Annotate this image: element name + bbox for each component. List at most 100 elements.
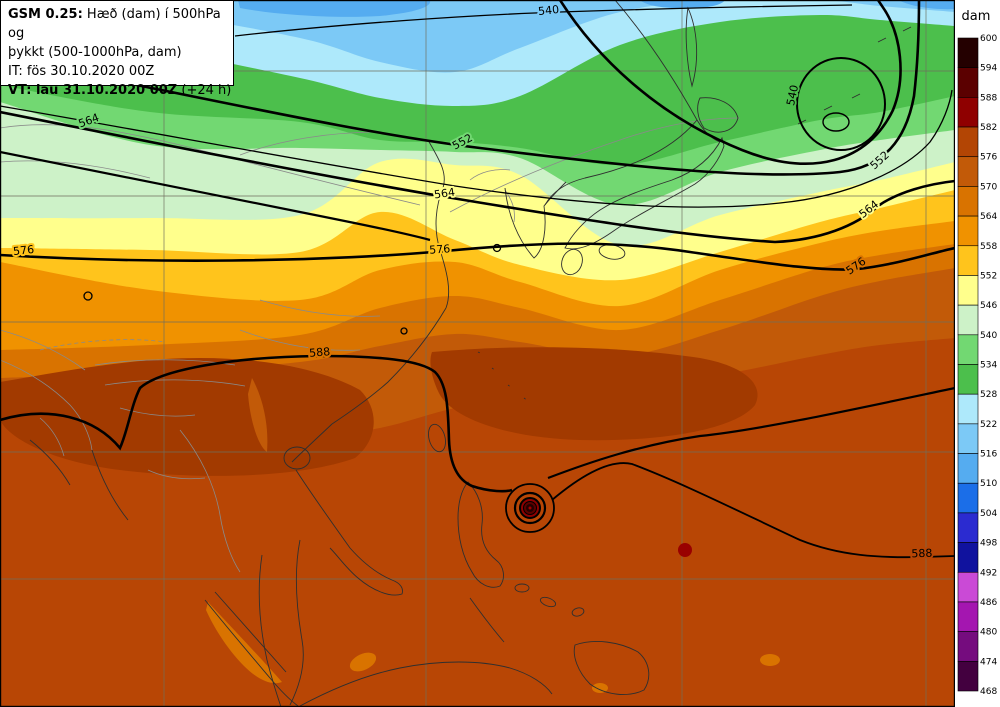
colorbar-tick-468: 468	[980, 687, 997, 697]
typhoon-ring-0	[505, 483, 555, 533]
colorbar-tick-540: 540	[980, 331, 997, 341]
coastlines	[29, 0, 912, 707]
contour-570	[0, 150, 431, 242]
coast-taiwan	[428, 423, 446, 453]
colorbar-band-522	[957, 423, 979, 454]
coast-borneo	[299, 661, 553, 707]
coast-primorye	[544, 119, 698, 206]
colorbar: dam 600 594 588 582 576 570 564 558 552 546 540 534 5…	[957, 9, 997, 697]
coast-korea	[504, 181, 567, 259]
thickness-band-9	[0, 0, 955, 73]
contour-588-west	[0, 354, 513, 493]
colorbar-band-564	[957, 215, 979, 247]
colorbar-band-552	[957, 275, 979, 306]
coast-luzon	[457, 481, 504, 588]
coast-china-southeast	[331, 307, 447, 425]
coast-honshu	[564, 136, 725, 250]
colorbar-tick-492: 492	[980, 568, 997, 578]
legend-line-3: IT: fös 30.10.2020 00Z	[8, 64, 155, 79]
colorbar-tick-546: 546	[980, 301, 997, 311]
colorbar-tick-534: 534	[980, 361, 997, 371]
colorbar-tick-588: 588	[980, 93, 997, 103]
colorbar-tick-576: 576	[980, 153, 997, 163]
coast-sakhalin	[685, 6, 698, 88]
coast-visayas-2	[539, 596, 557, 608]
contour-564	[0, 110, 955, 244]
coast-malay-peninsula	[258, 539, 304, 707]
coast-sumatra	[204, 591, 299, 707]
coast-hokkaido	[697, 97, 739, 133]
coast-vietnam	[291, 423, 403, 596]
colorbar-band-504	[957, 512, 979, 543]
colorbar-band-558	[957, 245, 979, 276]
legend-line-1: GSM 0.25: Hæð (dam) í 500hPa og	[8, 7, 221, 41]
contour-label-588: 588	[309, 345, 331, 360]
coast-mindanao	[573, 641, 650, 695]
contour-588-northeast	[547, 386, 955, 480]
coast-palawan	[469, 597, 505, 643]
title-legend-box: GSM 0.25: Hæð (dam) í 500hPa og þykkt (5…	[0, 0, 234, 98]
colorbar-tick-582: 582	[980, 123, 997, 133]
colorbar-band-480	[957, 631, 979, 662]
contour-label-588: 588	[911, 547, 932, 561]
colorbar-tick-594: 594	[980, 64, 997, 74]
colorbar-band-594	[957, 67, 979, 98]
colorbar-band-570	[957, 186, 979, 217]
coast-china-north	[427, 139, 450, 309]
height-contours-500hpa	[0, 0, 955, 559]
colorbar-tick-498: 498	[980, 539, 997, 549]
contour-label-576: 576	[429, 242, 451, 256]
colorbar-band-588	[957, 97, 979, 128]
colorbar-band-510	[957, 482, 979, 514]
coast-visayas-3	[571, 607, 585, 617]
coast-kyushu	[561, 248, 583, 276]
thickness-fill-bands	[0, 0, 955, 707]
typhoon-ring-1	[513, 491, 547, 525]
colorbar-band-540	[957, 334, 979, 365]
colorbar-band-576	[957, 156, 979, 187]
colorbar-band-582	[957, 126, 979, 158]
colorbar-band-486	[957, 601, 979, 632]
colorbar-tick-558: 558	[980, 242, 997, 252]
graticule	[0, 0, 955, 707]
contour-label-576: 576	[13, 243, 35, 258]
colorbar-tick-486: 486	[980, 598, 997, 608]
colorbar-tick-510: 510	[980, 479, 997, 489]
colorbar-tick-516: 516	[980, 450, 997, 460]
thin-thickness-contours	[0, 4, 953, 335]
colorbar-band-600	[957, 37, 979, 68]
contour-label-564: 564	[433, 186, 456, 202]
coast-hainan	[283, 446, 311, 470]
contour-576	[0, 242, 955, 271]
colorbar-tick-552: 552	[980, 271, 997, 281]
map-border	[0, 0, 955, 707]
colorbar-tick-564: 564	[980, 212, 997, 222]
colorbar-band-492	[957, 571, 979, 603]
colorbar-tick-474: 474	[980, 657, 997, 667]
colorbar-band-534	[957, 364, 979, 395]
colorbar-band-528	[957, 393, 979, 425]
colorbar-tick-528: 528	[980, 390, 997, 400]
colorbar-title: dam	[962, 9, 991, 24]
contour-552	[0, 0, 921, 176]
contour-588-southeast	[551, 462, 955, 559]
typhoon-ring-5	[528, 506, 532, 510]
colorbar-band-474	[957, 661, 979, 692]
warm-core-spot	[678, 543, 692, 557]
coast-myanmar	[29, 439, 129, 521]
colorbar-band-498	[957, 542, 979, 573]
contour-540-hook	[558, 0, 902, 165]
contour-label-540: 540	[538, 3, 560, 18]
colorbar-band-546	[957, 304, 979, 336]
thickness-accent-patches	[0, 0, 955, 693]
colorbar-band-516	[957, 453, 979, 484]
legend-line-2: þykkt (500-1000hPa, dam)	[8, 45, 182, 60]
colorbar-tick-480: 480	[980, 628, 997, 638]
legend-line-4: VT: lau 31.10.2020 00Z (+24 h)	[8, 83, 232, 98]
colorbar-tick-570: 570	[980, 182, 997, 192]
colorbar-tick-504: 504	[980, 509, 997, 519]
colorbar-tick-522: 522	[980, 420, 997, 430]
typhoon-symbol	[505, 483, 692, 557]
